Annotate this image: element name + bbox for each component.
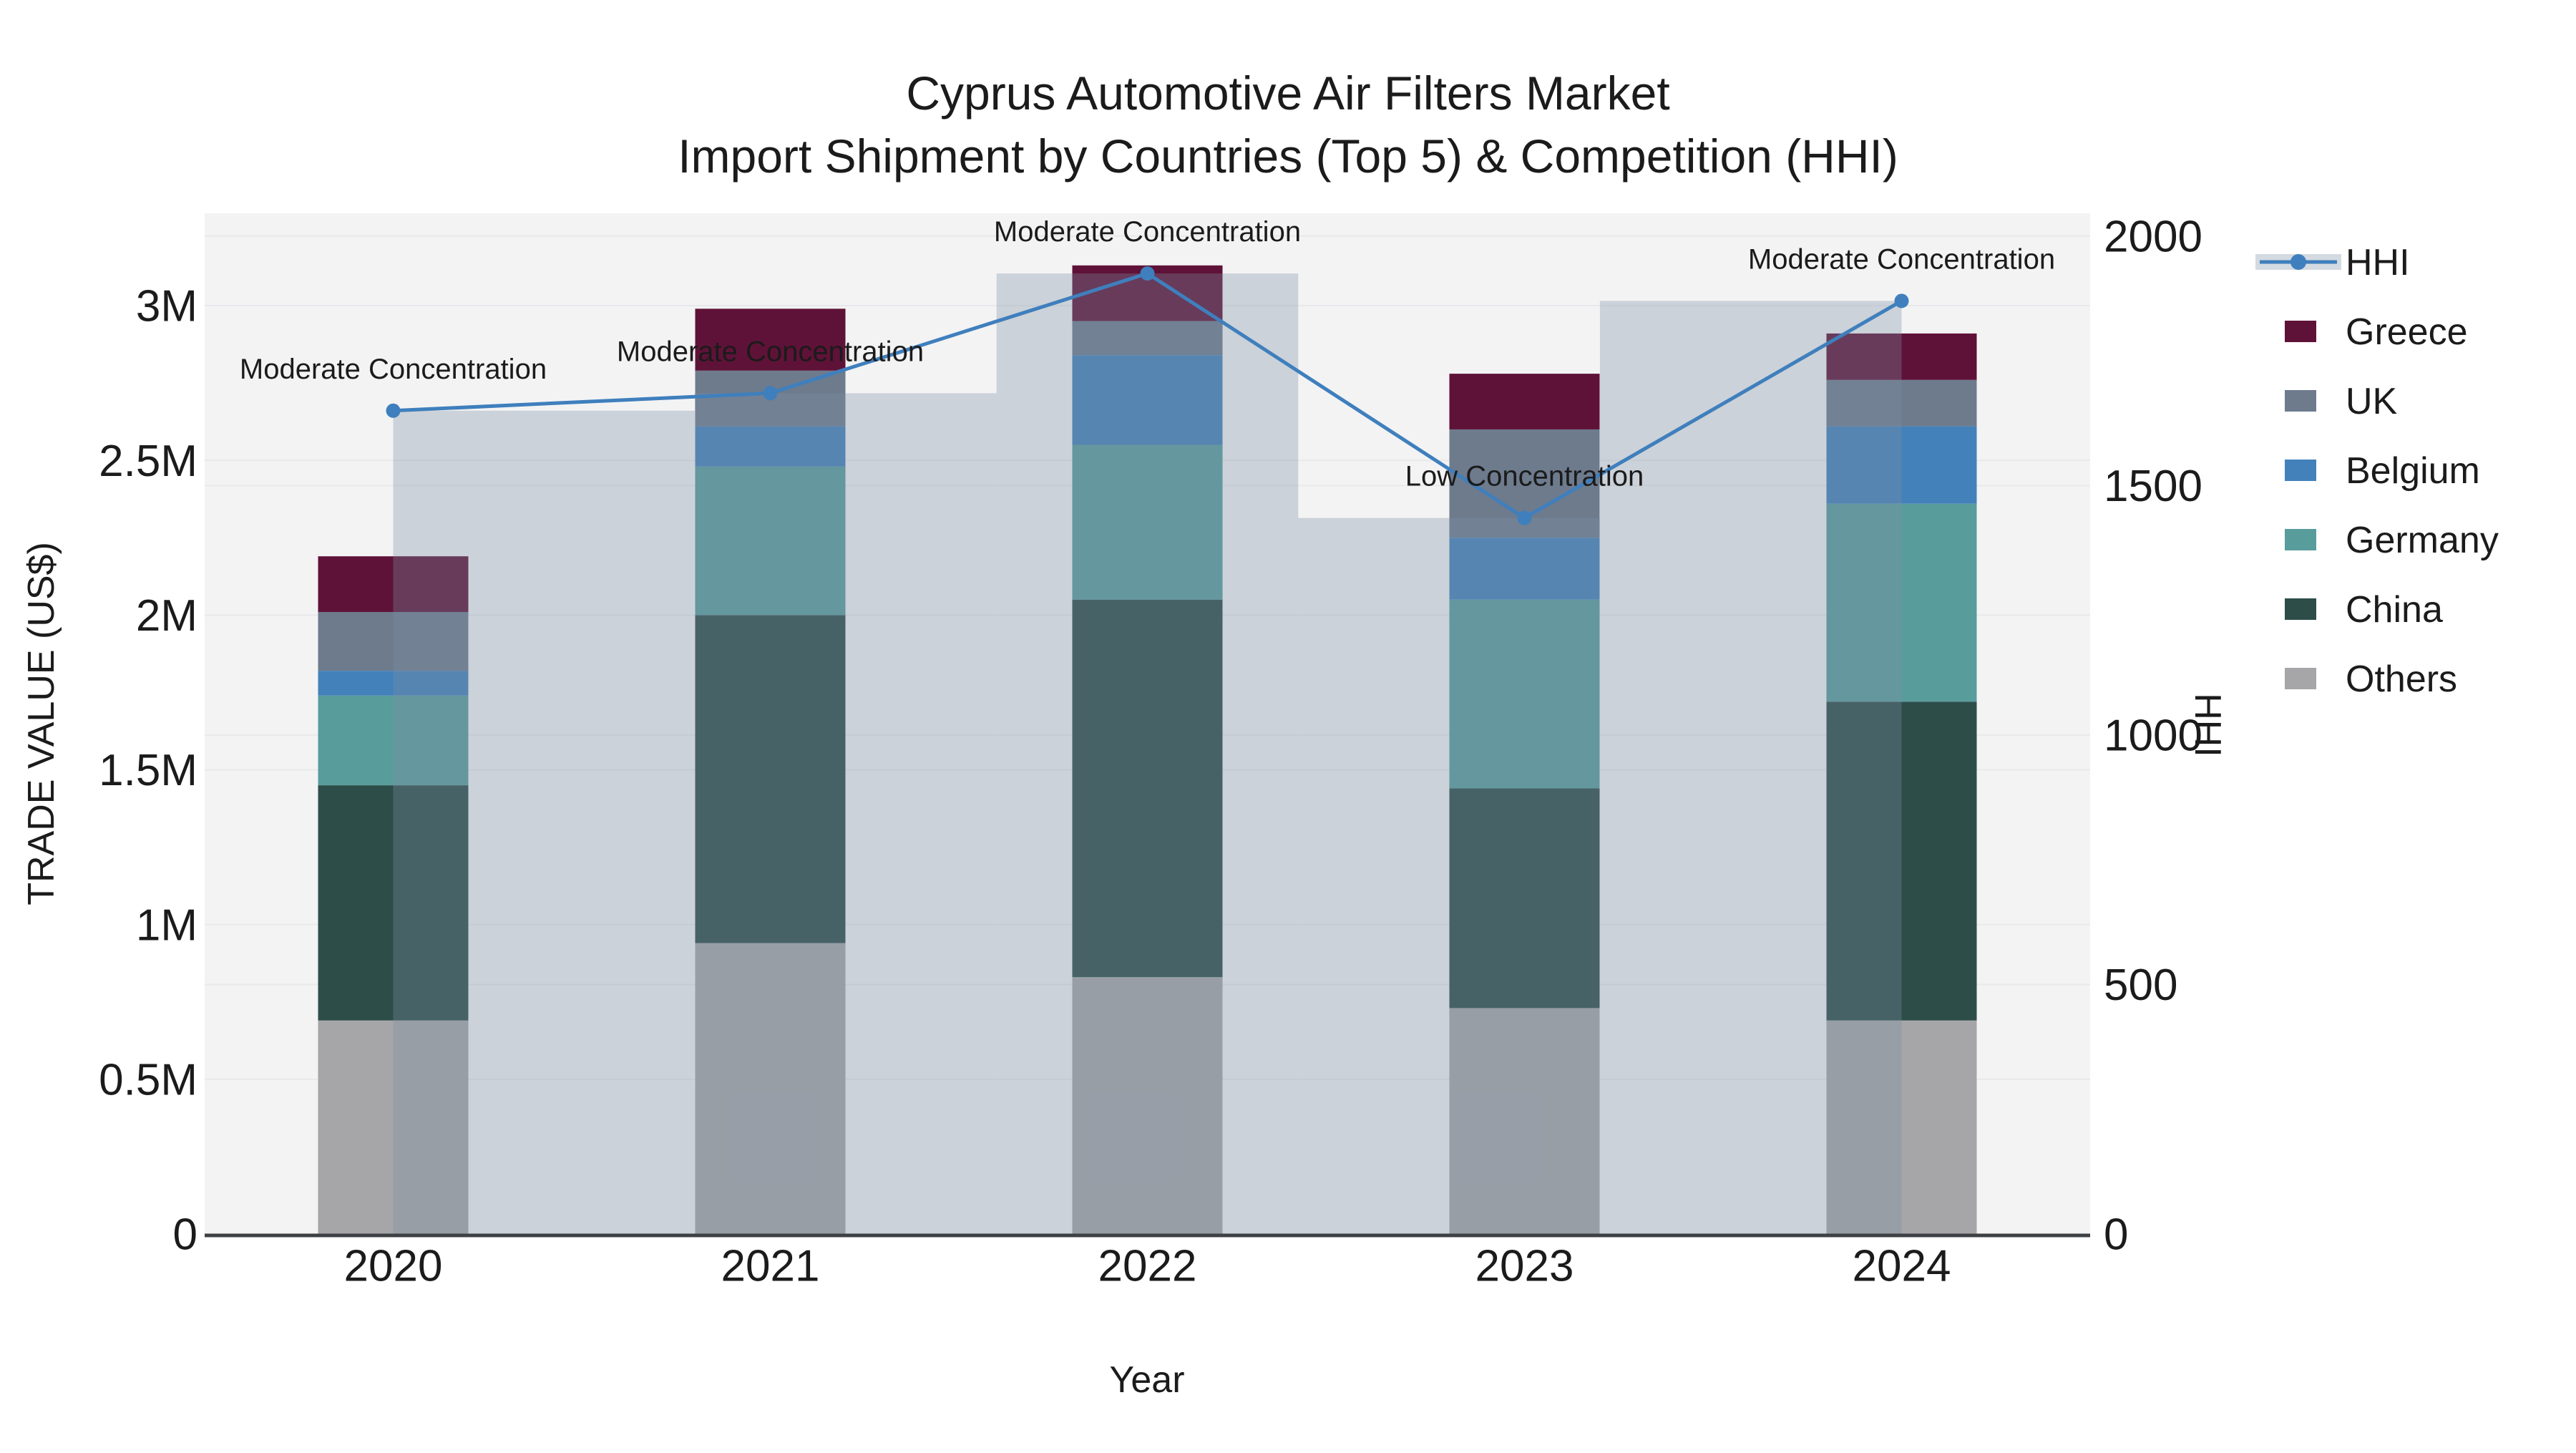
y-right-tick: 0 [2104,1210,2128,1260]
legend-item-belgium[interactable]: Belgium [2285,450,2480,492]
y-left-tick: 1.5M [99,746,197,795]
legend-label-uk: UK [2346,381,2398,422]
legend-swatch-others [2285,668,2316,689]
x-tick-2021: 2021 [721,1242,820,1291]
y-left-tick: 2.5M [99,437,197,486]
legend-item-greece[interactable]: Greece [2285,311,2468,353]
bar-segment-2023-china[interactable] [1449,788,1600,1009]
y-right-tick: 1500 [2104,462,2202,511]
legend-item-china[interactable]: China [2285,589,2443,631]
tick-labels: 0 0.5M 1M 1.5M 2M 2.5M 3M 0 500 1000 1500 2000 2020 2… [99,212,2202,1291]
legend-swatch-germany [2285,529,2316,550]
hhi-column-2021 [695,393,997,1234]
bar-segment-2020-uk[interactable] [318,612,469,671]
bar-segment-2024-germany[interactable] [1826,503,1977,702]
legend-swatch-china [2285,598,2316,620]
hhi-column-2022 [996,273,1299,1235]
y-right-axis-title: HHI [2187,693,2228,757]
y-left-axis-title: TRADE VALUE (US$) [21,542,62,905]
bar-segment-2022-germany[interactable] [1072,444,1223,600]
x-tick-2022: 2022 [1098,1242,1197,1291]
y-right-tick: 500 [2104,961,2177,1010]
legend-swatch-belgium [2285,460,2316,481]
hhi-marker-2023[interactable] [1517,510,1532,525]
bar-segment-2022-others[interactable] [1072,977,1223,1234]
hhi-marker-2022[interactable] [1140,266,1155,281]
bar-segment-2020-germany[interactable] [318,695,469,786]
bar-segment-2023-greece[interactable] [1449,374,1600,429]
bar-segment-2021-germany[interactable] [695,466,846,616]
chart-title-line1: Cyprus Automotive Air Filters Market [906,67,1670,120]
bar-segment-2022-uk[interactable] [1072,321,1223,356]
legend-swatch-greece [2285,321,2316,342]
legend-swatch-uk [2285,390,2316,412]
bar-segment-2024-belgium[interactable] [1826,426,1977,504]
x-tick-2024: 2024 [1853,1242,1951,1291]
bar-segment-2024-greece[interactable] [1826,333,1977,380]
hhi-column-2024 [1599,301,1902,1234]
legend: HHI Greece UK Belgium Germany China Others [2255,242,2499,700]
legend-label-hhi: HHI [2346,242,2410,283]
legend-item-hhi[interactable]: HHI [2255,242,2410,283]
legend-label-belgium: Belgium [2346,450,2480,492]
annotation-2022: Moderate Concentration [994,216,1301,248]
legend-label-others: Others [2346,659,2457,700]
bar-segment-2024-others[interactable] [1826,1020,1977,1234]
annotation-2023: Low Concentration [1405,461,1644,492]
y-left-tick: 3M [136,282,197,331]
legend-label-germany: Germany [2346,520,2499,561]
bar-segment-2021-greece[interactable] [695,308,846,371]
annotation-2021: Moderate Concentration [617,336,924,367]
bar-segment-2020-china[interactable] [318,785,469,1021]
y-left-tick: 1M [136,900,197,950]
annotation-2024: Moderate Concentration [1748,243,2055,275]
legend-item-uk[interactable]: UK [2285,381,2398,422]
x-axis-title: Year [1109,1359,1185,1401]
hhi-marker-2021[interactable] [763,386,778,401]
bar-segment-2020-others[interactable] [318,1020,469,1234]
legend-label-greece: Greece [2346,311,2468,353]
annotation-2020: Moderate Concentration [240,354,547,385]
chart-title: Cyprus Automotive Air Filters Market Imp… [0,62,2576,188]
bar-segment-2020-greece[interactable] [318,556,469,613]
bar-segment-2022-china[interactable] [1072,599,1223,978]
hhi-marker-2024[interactable] [1894,293,1909,308]
bar-segment-2020-belgium[interactable] [318,671,469,696]
x-tick-2023: 2023 [1475,1242,1574,1291]
chart-title-line2: Import Shipment by Countries (Top 5) & C… [678,130,1898,183]
bar-segment-2023-others[interactable] [1449,1008,1600,1234]
bar-segment-2023-germany[interactable] [1449,599,1600,789]
y-left-tick: 2M [136,591,197,641]
legend-item-germany[interactable]: Germany [2285,520,2499,561]
hhi-columns [393,273,1902,1235]
bar-segment-2022-belgium[interactable] [1072,355,1223,445]
bar-segment-2021-others[interactable] [695,943,846,1234]
bar-segment-2021-china[interactable] [695,615,846,943]
bar-segment-2024-uk[interactable] [1826,379,1977,427]
y-left-tick: 0.5M [99,1056,197,1105]
bar-segment-2021-belgium[interactable] [695,426,846,467]
stacked-bars [318,265,1977,1234]
y-left-tick: 0 [173,1210,197,1260]
legend-hhi-marker [2290,254,2306,270]
legend-item-others[interactable]: Others [2285,659,2457,700]
hhi-column-2020 [393,410,696,1234]
bar-segment-2023-belgium[interactable] [1449,538,1600,600]
hhi-marker-2020[interactable] [386,403,401,418]
hhi-column-2023 [1298,517,1600,1234]
y-right-tick: 2000 [2104,212,2202,261]
bar-segment-2024-china[interactable] [1826,701,1977,1021]
legend-label-china: China [2346,589,2443,631]
x-tick-2020: 2020 [344,1242,443,1291]
y-right-tick: 1000 [2104,711,2202,761]
